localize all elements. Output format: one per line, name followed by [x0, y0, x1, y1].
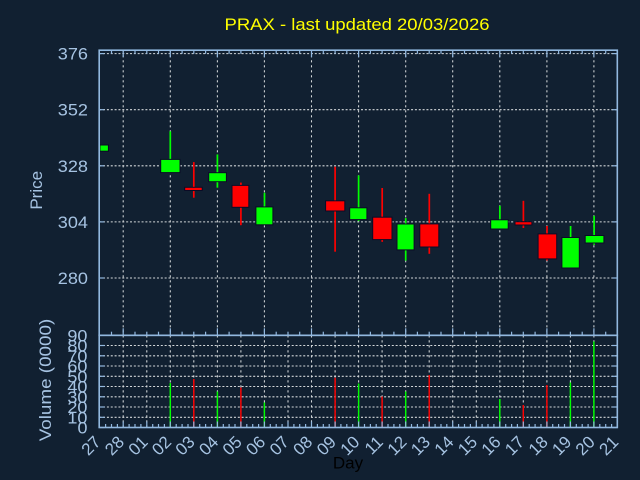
svg-text:Day: Day	[333, 454, 364, 473]
svg-text:50: 50	[67, 367, 87, 386]
svg-text:10: 10	[67, 408, 87, 427]
svg-text:0: 0	[78, 419, 88, 438]
svg-text:Volume (0000): Volume (0000)	[36, 319, 55, 442]
svg-text:90: 90	[67, 326, 87, 345]
svg-text:352: 352	[58, 101, 88, 120]
svg-text:30: 30	[67, 388, 87, 407]
svg-text:304: 304	[58, 213, 88, 232]
svg-text:60: 60	[67, 357, 87, 376]
svg-text:328: 328	[58, 157, 88, 176]
svg-text:80: 80	[67, 337, 87, 356]
svg-text:40: 40	[67, 378, 87, 397]
svg-text:70: 70	[67, 347, 87, 366]
svg-text:280: 280	[58, 269, 88, 288]
svg-text:Price: Price	[27, 171, 46, 210]
svg-text:376: 376	[58, 45, 88, 64]
svg-text:20: 20	[67, 398, 87, 417]
svg-text:PRAX - last updated 20/03/2026: PRAX - last updated 20/03/2026	[225, 15, 490, 34]
